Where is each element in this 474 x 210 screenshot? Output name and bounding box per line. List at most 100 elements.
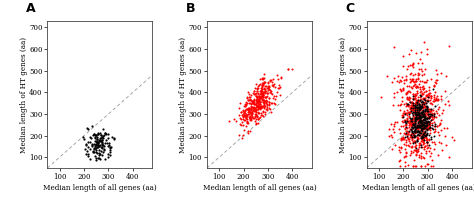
Point — [412, 108, 420, 111]
Point — [423, 132, 431, 135]
Point — [416, 124, 424, 127]
Point — [418, 123, 426, 126]
Point — [99, 136, 107, 140]
Point — [260, 72, 268, 75]
Point — [252, 117, 260, 121]
Point — [419, 101, 427, 104]
Point — [419, 118, 427, 121]
Point — [424, 162, 432, 165]
Point — [413, 103, 420, 107]
Point — [421, 113, 429, 117]
Point — [409, 127, 417, 130]
Point — [258, 76, 266, 80]
Point — [253, 110, 260, 113]
Point — [396, 108, 404, 112]
Point — [398, 99, 406, 102]
Point — [244, 91, 252, 94]
Point — [412, 117, 419, 121]
Point — [405, 98, 413, 101]
Point — [289, 67, 296, 70]
Point — [421, 105, 429, 109]
Point — [409, 101, 416, 105]
Point — [413, 130, 421, 134]
Point — [421, 118, 428, 122]
Point — [420, 135, 428, 139]
Point — [404, 111, 412, 114]
Point — [245, 113, 252, 116]
Point — [270, 84, 277, 87]
Point — [424, 121, 431, 124]
Point — [106, 148, 114, 151]
Point — [433, 98, 440, 101]
Point — [425, 125, 432, 128]
Point — [258, 84, 266, 87]
Point — [408, 104, 416, 108]
Point — [410, 139, 418, 143]
Point — [419, 87, 427, 91]
Point — [390, 77, 398, 80]
Point — [421, 125, 429, 128]
Point — [421, 109, 428, 112]
Point — [259, 109, 266, 112]
Point — [422, 125, 429, 128]
Point — [419, 96, 427, 99]
Point — [97, 146, 105, 149]
Point — [425, 85, 432, 89]
Point — [263, 102, 271, 105]
Point — [409, 118, 416, 121]
Point — [400, 78, 408, 82]
Point — [393, 90, 401, 94]
Point — [443, 143, 450, 147]
Point — [242, 116, 249, 120]
Point — [92, 158, 100, 162]
Point — [258, 77, 266, 81]
Point — [99, 143, 106, 146]
Point — [278, 75, 285, 79]
Point — [430, 114, 438, 117]
Point — [413, 138, 420, 142]
Point — [407, 79, 414, 83]
Point — [260, 105, 267, 109]
Point — [409, 164, 417, 168]
Point — [261, 92, 269, 95]
Point — [423, 127, 431, 130]
Point — [418, 124, 426, 128]
Point — [93, 152, 100, 155]
Point — [436, 113, 443, 117]
Point — [418, 79, 426, 82]
Point — [428, 117, 436, 121]
Point — [92, 142, 100, 145]
Point — [277, 77, 284, 80]
Point — [399, 111, 407, 114]
Point — [410, 61, 417, 64]
Point — [408, 126, 416, 129]
Point — [244, 129, 251, 133]
Point — [265, 87, 273, 91]
Point — [407, 145, 415, 148]
Point — [413, 117, 420, 121]
Point — [424, 110, 431, 114]
Point — [423, 94, 430, 98]
Point — [260, 100, 268, 104]
Point — [259, 93, 267, 96]
Point — [413, 105, 420, 108]
Point — [247, 111, 255, 114]
Point — [445, 44, 453, 48]
Point — [251, 93, 258, 96]
Point — [257, 104, 265, 108]
Point — [424, 115, 432, 118]
Point — [417, 124, 425, 128]
Point — [428, 109, 435, 113]
Point — [265, 102, 273, 106]
Point — [411, 116, 419, 120]
Point — [416, 108, 424, 112]
Point — [421, 98, 429, 101]
Point — [255, 99, 263, 102]
Point — [403, 134, 411, 138]
Point — [248, 117, 255, 120]
Point — [419, 87, 427, 90]
Point — [407, 106, 415, 109]
Point — [241, 118, 249, 122]
Point — [417, 100, 424, 103]
Point — [420, 112, 428, 116]
